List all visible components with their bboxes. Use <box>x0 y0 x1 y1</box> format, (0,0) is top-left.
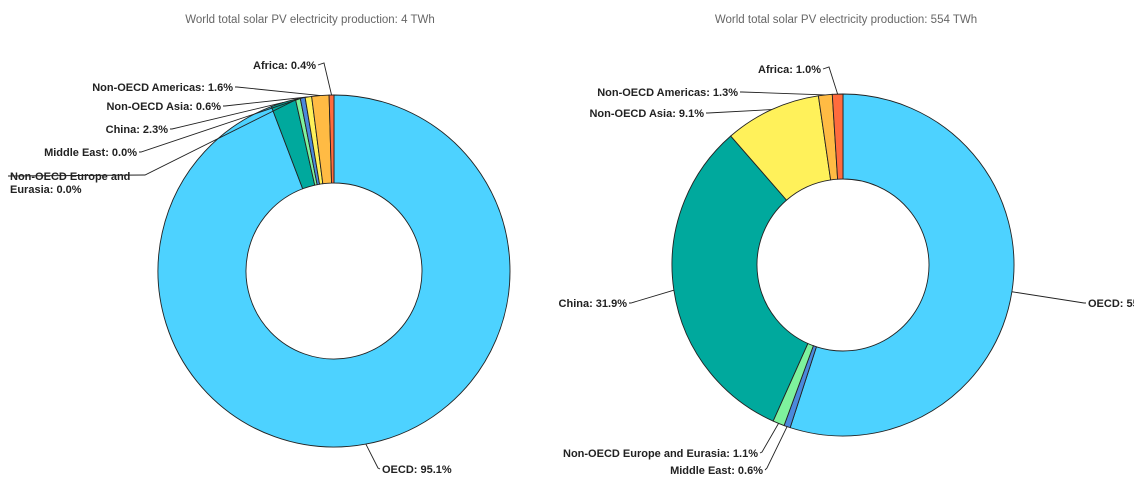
chart-1-leader-oecd <box>365 443 381 470</box>
chart-1-label-middle-east: Middle East: 0.0% <box>44 147 137 159</box>
chart-1-leader-non-oecd-americas <box>235 86 321 96</box>
chart-2-label-non-oecd-americas: Non-OECD Americas: 1.3% <box>597 87 738 99</box>
chart-2-label-middle-east: Middle East: 0.6% <box>670 465 763 477</box>
chart-2-slice-oecd <box>789 93 1015 437</box>
chart-1-label-non-oecd-europe-and-eurasia: Non-OECD Europe and Eurasia: 0.0% <box>10 171 130 196</box>
chart-2-label-africa: Africa: 1.0% <box>758 64 821 76</box>
chart-1-donut: OECD: 95.1% China: 2.3% Non-OECD Europe an… <box>7 60 511 476</box>
chart-2-donut: OECD: 55.0% Middle East: 0.6% Non-OECD Eur… <box>559 64 1134 477</box>
chart-2-leader-middle-east <box>764 426 788 471</box>
chart-2-slice-china <box>671 135 809 422</box>
chart-1-label-non-oecd-asia: Non-OECD Asia: 0.6% <box>106 101 221 113</box>
chart-1-label-china: China: 2.3% <box>106 124 169 136</box>
chart-1-leader-china <box>170 102 284 130</box>
chart-1-slice-africa <box>328 94 335 184</box>
chart-1-label-non-oecd-americas: Non-OECD Americas: 1.6% <box>92 82 233 94</box>
chart-1-slice-oecd <box>157 94 511 448</box>
chart-1-leader-africa <box>317 62 332 96</box>
chart-2-leader-non-oecd-asia <box>706 109 772 114</box>
chart-2-leader-non-oecd-europe-and-eurasia <box>759 423 779 454</box>
chart-2-leader-china <box>629 289 674 304</box>
chart-1-leader-middle-east <box>139 97 303 153</box>
chart-2-label-non-oecd-europe-and-eurasia: Non-OECD Europe and Eurasia: 1.1% <box>563 448 758 460</box>
chart-1-leader-non-oecd-europe-and-eurasia <box>7 98 299 177</box>
chart-2-label-oecd: OECD: 55.0% <box>1088 298 1134 310</box>
chart-1-label-africa: Africa: 0.4% <box>253 60 316 72</box>
chart-2-leader-non-oecd-americas <box>740 91 826 96</box>
chart-1-title: World total solar PV electricity product… <box>185 14 434 26</box>
chart-2-label-china: China: 31.9% <box>559 298 628 310</box>
chart-1-label-oecd: OECD: 95.1% <box>382 464 452 476</box>
chart-2-label-non-oecd-asia: Non-OECD Asia: 9.1% <box>589 108 704 120</box>
chart-2-title: World total solar PV electricity product… <box>715 14 977 26</box>
chart-1-leader-non-oecd-asia <box>223 96 309 107</box>
chart-2-leader-africa <box>822 66 839 95</box>
chart-2-leader-oecd <box>1011 291 1086 304</box>
chart-2-slice-africa <box>831 93 844 180</box>
